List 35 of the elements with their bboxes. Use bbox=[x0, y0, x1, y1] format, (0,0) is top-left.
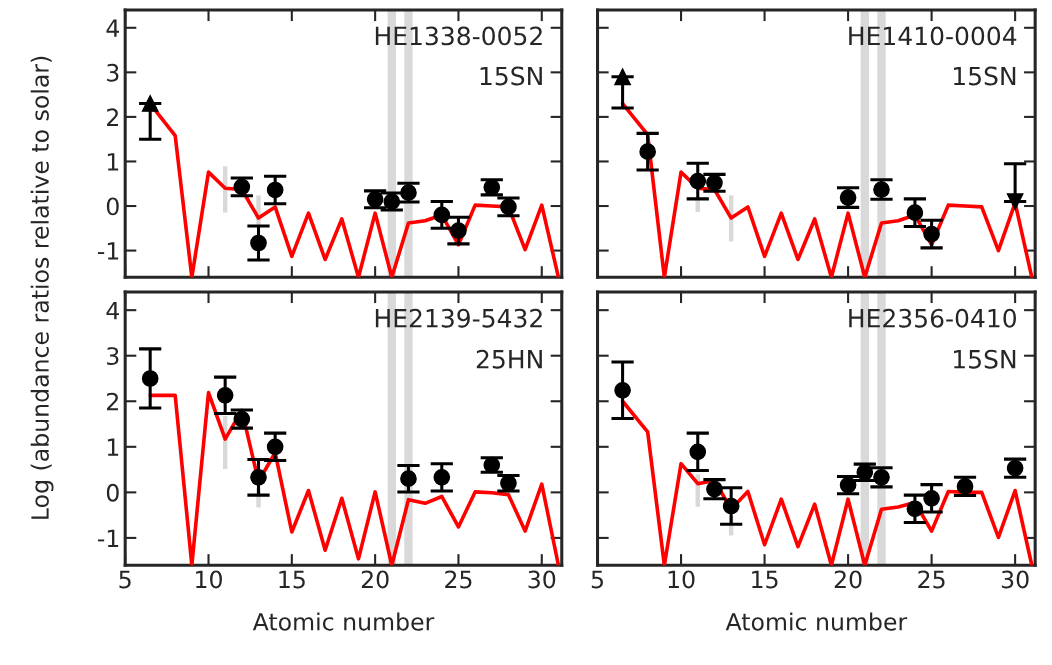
y-tick-label: 2 bbox=[107, 392, 118, 411]
x-tick-label: 10 bbox=[668, 570, 695, 589]
x-tick-label: 10 bbox=[196, 570, 222, 589]
x-axis-title: Atomic number bbox=[725, 612, 908, 631]
x-tick-label: 5 bbox=[119, 570, 131, 589]
y-tick-label: 2 bbox=[107, 108, 118, 126]
annotation: HE1338-0052 bbox=[375, 26, 542, 46]
annotation: HE1410-0004 bbox=[849, 26, 1017, 46]
y-tick-label: 3 bbox=[107, 63, 119, 82]
annotation: HE2356-0410 bbox=[849, 308, 1016, 328]
y-tick-label: 3 bbox=[107, 347, 119, 366]
x-tick-label: 20 bbox=[361, 570, 389, 589]
y-tick-label: -1 bbox=[97, 242, 119, 260]
x-tick-label: 30 bbox=[528, 570, 556, 589]
x-tick-label: 20 bbox=[834, 570, 862, 589]
y-axis-title: Log (abundance ratios relative to solar) bbox=[30, 56, 54, 519]
x-tick-label: 15 bbox=[279, 570, 305, 589]
y-tick-label: 0 bbox=[106, 197, 119, 216]
y-tick-label: 0 bbox=[106, 483, 119, 502]
x-tick-label: 15 bbox=[752, 570, 778, 589]
x-axis-title: Atomic number bbox=[252, 612, 435, 631]
annotation: 25HN bbox=[476, 349, 542, 369]
x-tick-label: 25 bbox=[445, 570, 472, 589]
annotation: 15SN bbox=[480, 66, 542, 86]
x-tick-label: 30 bbox=[1001, 570, 1029, 589]
annotation: HE2139-5432 bbox=[375, 308, 542, 328]
y-tick-label: -1 bbox=[97, 529, 119, 547]
y-tick-label: 4 bbox=[106, 301, 119, 320]
y-tick-label: 1 bbox=[107, 153, 119, 171]
annotation: 15SN bbox=[954, 349, 1016, 369]
y-tick-label: 4 bbox=[106, 19, 119, 37]
x-tick-label: 5 bbox=[591, 570, 603, 589]
y-tick-label: 1 bbox=[107, 438, 119, 456]
annotation: 15SN bbox=[954, 66, 1016, 86]
x-tick-label: 25 bbox=[918, 570, 945, 589]
